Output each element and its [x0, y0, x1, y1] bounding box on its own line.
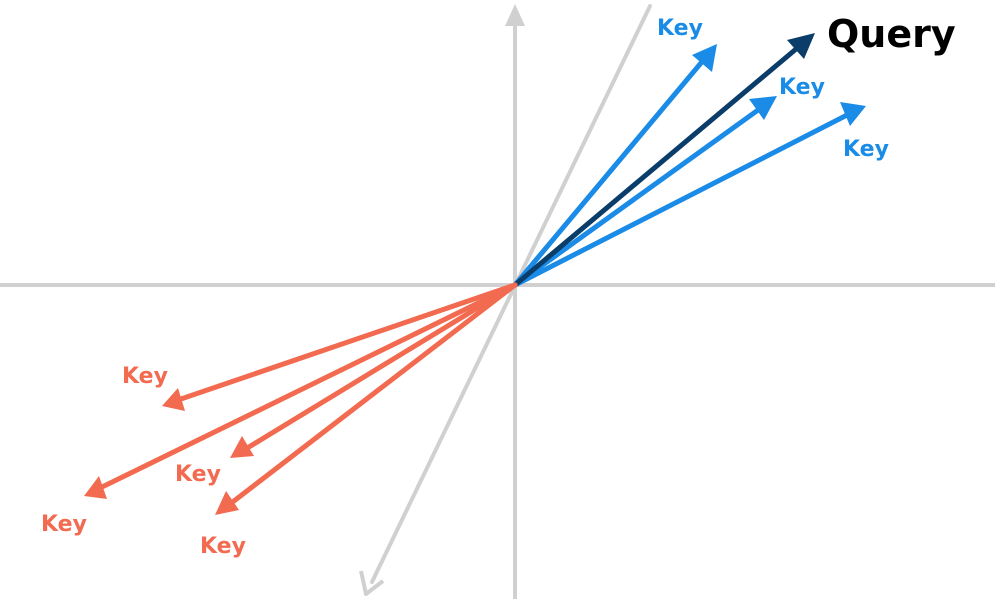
dissimilar-key-label: Key — [175, 462, 221, 487]
dissimilar-key-vectors: Key Key Key Key — [41, 282, 518, 559]
y-axis-arrowhead — [505, 4, 525, 26]
similar-key-vector: Key — [512, 102, 889, 288]
similar-key-label: Key — [843, 137, 889, 162]
similar-key-label: Key — [779, 75, 825, 100]
query-vector: Query — [512, 12, 956, 288]
dissimilar-key-label: Key — [41, 512, 87, 537]
similar-key-label: Key — [657, 16, 703, 41]
diagonal-axis — [370, 4, 652, 584]
dissimilar-key-vector: Key — [122, 282, 518, 411]
diagonal-axis-arrowhead — [359, 570, 385, 596]
axes — [0, 4, 995, 599]
dissimilar-key-vector: Key — [200, 282, 518, 559]
dissimilar-key-label: Key — [122, 364, 168, 389]
dissimilar-key-vector: Key — [41, 282, 518, 537]
similar-key-vector: Key — [512, 75, 825, 288]
dissimilar-key-vector: Key — [175, 282, 518, 487]
similar-key-vectors: Key Key Key — [512, 16, 889, 288]
similar-key-vector: Key — [512, 16, 717, 288]
dissimilar-key-label: Key — [200, 534, 246, 559]
query-label: Query — [827, 12, 956, 56]
